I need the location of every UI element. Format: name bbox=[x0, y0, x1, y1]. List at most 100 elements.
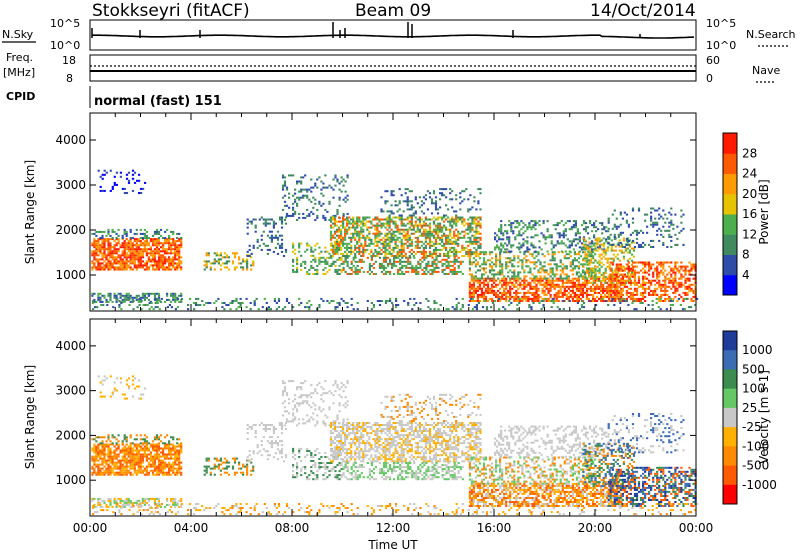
power-cell bbox=[457, 243, 459, 245]
power-cell bbox=[560, 275, 562, 277]
power-cell bbox=[453, 210, 455, 212]
power-cell bbox=[339, 304, 341, 306]
power-cell bbox=[654, 270, 656, 272]
power-cell bbox=[330, 243, 332, 245]
power-cell bbox=[595, 230, 597, 232]
power-cell bbox=[93, 252, 95, 254]
power-cell bbox=[421, 245, 423, 247]
power-cell bbox=[510, 230, 512, 232]
power-cell bbox=[544, 286, 546, 288]
power-cell bbox=[427, 300, 429, 302]
power-cell bbox=[120, 260, 122, 262]
power-cell bbox=[302, 176, 304, 178]
power-cell bbox=[102, 178, 104, 180]
power-cell bbox=[97, 299, 99, 301]
power-cell bbox=[451, 217, 453, 219]
power-cell bbox=[666, 308, 668, 310]
power-cell bbox=[150, 238, 152, 240]
power-cell bbox=[449, 249, 451, 251]
power-cell bbox=[417, 251, 419, 253]
power-cell bbox=[397, 217, 399, 219]
power-cell bbox=[566, 280, 568, 282]
power-cell bbox=[664, 286, 666, 288]
power-cell bbox=[132, 248, 134, 250]
power-cell bbox=[627, 274, 629, 276]
power-cell bbox=[469, 288, 471, 290]
power-cell bbox=[378, 225, 380, 227]
power-cell bbox=[581, 300, 583, 302]
power-cell bbox=[512, 230, 514, 232]
power-cell bbox=[477, 278, 479, 280]
power-cell bbox=[261, 235, 263, 237]
power-cell bbox=[413, 229, 415, 231]
power-cell bbox=[544, 275, 546, 277]
power-cell bbox=[553, 298, 555, 300]
power-cell bbox=[364, 241, 366, 243]
power-cell bbox=[467, 237, 469, 239]
power-cell bbox=[433, 231, 435, 233]
power-cell bbox=[134, 233, 136, 235]
power-cell bbox=[610, 290, 612, 292]
power-cell bbox=[590, 288, 592, 290]
power-cell bbox=[124, 250, 126, 252]
power-cell bbox=[517, 284, 519, 286]
power-cell bbox=[618, 270, 620, 272]
power-cell bbox=[511, 284, 513, 286]
power-cell bbox=[425, 237, 427, 239]
power-cell bbox=[306, 197, 308, 199]
power-cell bbox=[599, 256, 601, 258]
power-cell bbox=[554, 296, 556, 298]
power-cell bbox=[642, 294, 644, 296]
power-cell bbox=[578, 278, 580, 280]
power-cell bbox=[503, 278, 505, 280]
power-cell bbox=[372, 219, 374, 221]
power-cell bbox=[605, 268, 607, 270]
power-cell bbox=[618, 296, 620, 298]
power-cell bbox=[521, 261, 523, 263]
power-cell bbox=[393, 221, 395, 223]
power-cell bbox=[526, 236, 528, 238]
power-cell bbox=[660, 284, 662, 286]
power-cell bbox=[531, 300, 533, 302]
power-cell bbox=[292, 265, 294, 267]
power-cell bbox=[584, 284, 586, 286]
power-cell bbox=[628, 262, 630, 264]
power-cell bbox=[122, 237, 124, 239]
power-cell bbox=[126, 174, 128, 176]
power-cell bbox=[336, 211, 338, 213]
power-cell bbox=[479, 278, 481, 280]
power-cell bbox=[429, 247, 431, 249]
power-cell bbox=[615, 250, 617, 252]
power-cell bbox=[479, 188, 481, 190]
power-cell bbox=[359, 271, 361, 273]
power-cell bbox=[454, 257, 456, 259]
power-cell bbox=[572, 263, 574, 265]
power-cell bbox=[92, 308, 94, 310]
power-cell bbox=[413, 298, 415, 300]
power-cell bbox=[246, 262, 248, 264]
power-cell bbox=[370, 239, 372, 241]
power-cell bbox=[569, 244, 571, 246]
power-cell bbox=[124, 231, 126, 233]
power-cell bbox=[401, 253, 403, 255]
power-cell bbox=[384, 223, 386, 225]
power-cell bbox=[511, 278, 513, 280]
power-cell bbox=[572, 286, 574, 288]
power-cell bbox=[318, 304, 320, 306]
power-cell bbox=[368, 227, 370, 229]
power-cell bbox=[425, 253, 427, 255]
power-cell bbox=[170, 252, 172, 254]
power-cell bbox=[427, 237, 429, 239]
power-cell bbox=[336, 306, 338, 308]
power-cell bbox=[535, 300, 537, 302]
power-cell bbox=[101, 240, 103, 242]
power-cell bbox=[602, 286, 604, 288]
power-cell bbox=[449, 219, 451, 221]
power-cell bbox=[660, 286, 662, 288]
power-cell bbox=[378, 247, 380, 249]
power-cell bbox=[407, 233, 409, 235]
power-cell bbox=[419, 265, 421, 267]
power-cell bbox=[483, 273, 485, 275]
power-cell bbox=[100, 186, 102, 188]
power-cell bbox=[361, 267, 363, 269]
